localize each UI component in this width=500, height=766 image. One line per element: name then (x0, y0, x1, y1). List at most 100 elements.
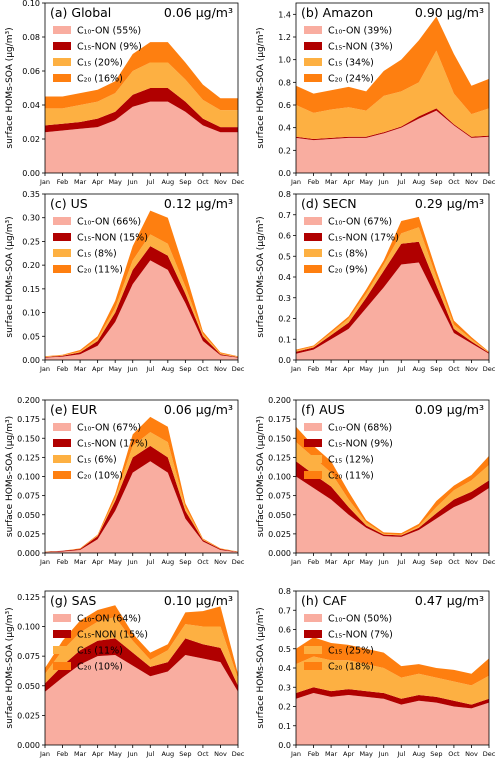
y-tick-label: 0.050 (17, 511, 40, 520)
legend-swatch (304, 42, 322, 50)
y-tick-label: 0.08 (22, 33, 40, 42)
y-tick-label: 0.050 (17, 682, 40, 691)
y-tick-label: 0.000 (268, 549, 291, 558)
x-tick-label: Jun (378, 558, 389, 566)
x-tick-label: Sep (179, 365, 191, 373)
legend-swatch (53, 26, 71, 34)
area-segment (296, 442, 489, 536)
area-segment (45, 260, 238, 360)
panel-total: 0.10 μg/m³ (164, 593, 233, 608)
legend-swatch (304, 265, 322, 273)
y-tick-label: 0.050 (268, 511, 291, 520)
x-tick-label: Sep (179, 750, 191, 758)
panel-title: (f) AUS (301, 402, 345, 417)
x-tick-label: Mar (74, 558, 87, 566)
x-tick-label: Feb (308, 365, 320, 373)
x-tick-label: Feb (57, 750, 69, 758)
x-tick-label: Oct (197, 178, 209, 186)
x-tick-label: Sep (430, 178, 442, 186)
y-tick-label: 0.200 (17, 396, 40, 405)
x-tick-label: Apr (92, 178, 104, 186)
y-tick-label: 0.075 (17, 492, 40, 501)
y-axis-label: surface HOMs-SOA (μg/m³) (256, 27, 266, 148)
y-axis-label: surface HOMs-SOA (μg/m³) (256, 416, 266, 537)
panel-title: (d) SECN (301, 196, 357, 211)
x-tick-label: Aug (412, 558, 425, 566)
legend-label: C₁₅ (12%) (328, 455, 374, 466)
x-tick-label: Jan (290, 365, 301, 373)
x-tick-label: Jan (290, 178, 301, 186)
legend-swatch (304, 423, 322, 431)
legend-label: C₂₀ (10%) (77, 662, 123, 673)
x-tick-label: Apr (343, 750, 355, 758)
legend-label: C₁₀-ON (50%) (328, 614, 392, 625)
panel-total: 0.09 μg/m³ (415, 402, 484, 417)
legend-label: C₂₀ (11%) (328, 471, 374, 482)
x-tick-label: Jul (396, 365, 405, 373)
legend-label: C₂₀ (16%) (77, 74, 123, 85)
x-tick-label: Oct (448, 750, 460, 758)
x-tick-label: Nov (465, 750, 478, 758)
x-tick-label: Jul (396, 178, 405, 186)
y-tick-label: 0.4 (278, 124, 291, 133)
x-tick-label: Jun (127, 750, 138, 758)
y-axis-label: surface HOMs-SOA (μg/m³) (5, 216, 15, 337)
y-axis-label: surface HOMs-SOA (μg/m³) (256, 607, 266, 728)
x-tick-label: Jul (396, 558, 405, 566)
x-tick-label: Nov (214, 365, 227, 373)
x-tick-label: Jun (127, 178, 138, 186)
legend-label: C₁₅-NON (9%) (77, 42, 142, 53)
x-tick-label: Mar (74, 365, 87, 373)
y-tick-label: 0.0 (278, 356, 291, 365)
x-tick-label: Jun (378, 365, 389, 373)
y-tick-label: 0.0 (278, 741, 291, 750)
x-tick-label: Oct (197, 558, 209, 566)
legend-swatch (53, 630, 71, 638)
x-tick-label: Jan (39, 365, 50, 373)
area-segment (45, 210, 238, 357)
area-segment (296, 637, 489, 686)
legend-swatch (304, 662, 322, 670)
x-tick-label: Dec (483, 750, 496, 758)
legend-label: C₂₀ (10%) (77, 471, 123, 482)
x-tick-label: Sep (430, 365, 442, 373)
x-tick-label: Sep (430, 750, 442, 758)
y-tick-label: 0.025 (17, 530, 40, 539)
x-tick-label: Nov (214, 558, 227, 566)
x-tick-label: Jan (39, 178, 50, 186)
area-segment (296, 241, 489, 354)
plot-frame (295, 2, 490, 174)
panel-title: (c) US (50, 196, 88, 211)
legend-swatch (304, 58, 322, 66)
legend-label: C₁₅-NON (17%) (328, 233, 399, 244)
x-tick-label: Jun (378, 178, 389, 186)
area-segment (296, 461, 489, 537)
x-tick-label: Jul (145, 750, 154, 758)
x-tick-label: Feb (308, 558, 320, 566)
legend-label: C₁₅ (11%) (77, 646, 123, 657)
x-tick-label: Jul (396, 750, 405, 758)
area-segment (296, 216, 489, 353)
y-tick-label: 0.15 (22, 285, 40, 294)
x-tick-label: May (359, 750, 373, 758)
y-tick-label: 0.35 (22, 190, 40, 199)
x-tick-label: Aug (161, 365, 174, 373)
x-tick-label: Nov (465, 178, 478, 186)
panel-title: (e) EUR (50, 402, 97, 417)
panel-total: 0.47 μg/m³ (415, 593, 484, 608)
area-segment (45, 42, 238, 111)
x-tick-label: Oct (448, 178, 460, 186)
x-tick-label: Oct (197, 750, 209, 758)
area-segment (296, 50, 489, 139)
area-segment (45, 88, 238, 133)
y-tick-label: 0.8 (278, 78, 291, 87)
x-tick-label: Jul (145, 178, 154, 186)
panel-title: (h) CAF (301, 593, 347, 608)
x-tick-label: Nov (214, 750, 227, 758)
x-tick-label: Mar (325, 750, 338, 758)
x-tick-label: Dec (232, 178, 245, 186)
legend-label: C₁₅-NON (3%) (328, 42, 393, 53)
y-tick-label: 0.05 (22, 332, 40, 341)
x-tick-label: Feb (57, 365, 69, 373)
legend-swatch (304, 646, 322, 654)
